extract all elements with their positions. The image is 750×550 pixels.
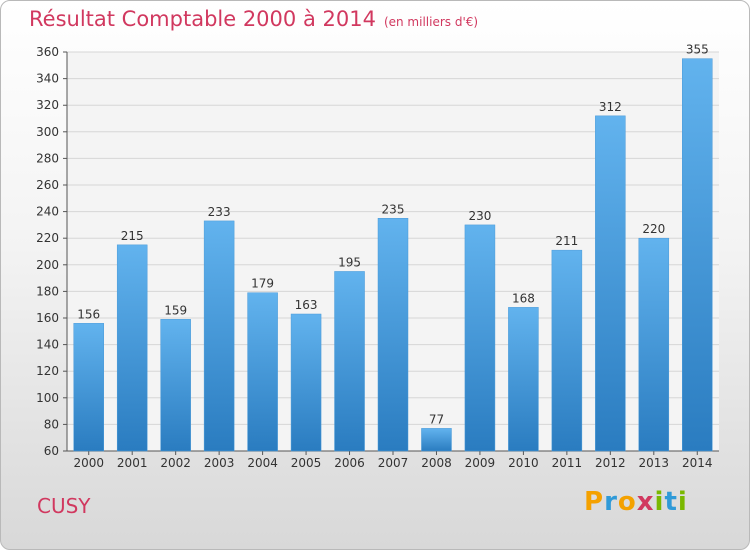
data-label-2001: 215 xyxy=(121,229,144,243)
y-tick-label: 260 xyxy=(36,178,59,192)
data-label-2006: 195 xyxy=(338,255,361,269)
x-tick-label-2012: 2012 xyxy=(595,456,626,470)
location-label: CUSY xyxy=(37,494,91,518)
y-tick-label: 60 xyxy=(44,444,59,458)
data-label-2013: 220 xyxy=(642,222,665,236)
bar-2014 xyxy=(682,58,713,452)
y-tick-label: 140 xyxy=(36,338,59,352)
label-layer: 156 2000 215 2001 159 2002 233 2003 179 2004 163 20… xyxy=(73,43,712,470)
y-tick-label: 280 xyxy=(36,151,59,165)
y-tick-label: 320 xyxy=(36,98,59,112)
x-tick-label-2006: 2006 xyxy=(334,456,365,470)
data-label-2009: 230 xyxy=(468,209,491,223)
x-tick-label-2009: 2009 xyxy=(465,456,496,470)
data-label-2003: 233 xyxy=(208,205,231,219)
x-tick-label-2011: 2011 xyxy=(552,456,583,470)
bar-2005 xyxy=(290,313,322,452)
chart-title-text: Résultat Comptable 2000 à 2014 xyxy=(29,7,376,31)
data-label-2011: 211 xyxy=(555,234,578,248)
logo-letter: i xyxy=(677,487,688,517)
data-label-2007: 235 xyxy=(382,202,405,216)
y-tick-label: 300 xyxy=(36,125,59,139)
bar-2006 xyxy=(334,271,365,452)
bar-2008 xyxy=(421,428,452,452)
x-tick-label-2008: 2008 xyxy=(421,456,452,470)
bar-2002 xyxy=(160,319,191,452)
bar-2007 xyxy=(377,218,409,452)
y-tick-label: 220 xyxy=(36,231,59,245)
bar-2000 xyxy=(73,323,104,452)
x-tick-label-2002: 2002 xyxy=(160,456,191,470)
data-label-2014: 355 xyxy=(686,43,709,57)
bar-layer xyxy=(73,58,713,452)
x-tick-label-2005: 2005 xyxy=(291,456,322,470)
y-tick-label: 200 xyxy=(36,258,59,272)
x-tick-label-2010: 2010 xyxy=(508,456,539,470)
y-tick-label: 240 xyxy=(36,205,59,219)
bar-2003 xyxy=(203,220,235,452)
bar-2010 xyxy=(508,307,539,452)
data-label-2002: 159 xyxy=(164,303,187,317)
chart-title: Résultat Comptable 2000 à 2014 (en millie… xyxy=(29,7,478,31)
y-tick-label: 160 xyxy=(36,311,59,325)
y-tick-label: 340 xyxy=(36,72,59,86)
data-label-2004: 179 xyxy=(251,277,274,291)
bar-2013 xyxy=(638,237,670,452)
x-tick-label-2004: 2004 xyxy=(247,456,278,470)
bar-2011 xyxy=(551,249,583,452)
logo-letter: x xyxy=(636,487,655,517)
y-tick-label: 360 xyxy=(36,45,59,59)
data-label-2005: 163 xyxy=(295,298,318,312)
logo-letter: P xyxy=(584,487,605,517)
y-tick-label: 120 xyxy=(36,364,59,378)
y-tick-label: 100 xyxy=(36,391,59,405)
x-tick-label-2001: 2001 xyxy=(117,456,148,470)
x-tick-label-2000: 2000 xyxy=(73,456,104,470)
bar-2012 xyxy=(595,115,626,452)
x-tick-label-2013: 2013 xyxy=(639,456,670,470)
data-label-2012: 312 xyxy=(599,100,622,114)
chart-subtitle: (en milliers d'€) xyxy=(383,15,479,29)
data-label-2010: 168 xyxy=(512,291,535,305)
proxiti-logo: Proxiti xyxy=(584,487,688,517)
logo-letter: o xyxy=(617,487,637,517)
y-tick-label: 180 xyxy=(36,284,59,298)
logo-letter: r xyxy=(604,487,618,517)
y-tick-label: 80 xyxy=(44,417,59,431)
data-label-2000: 156 xyxy=(77,307,100,321)
x-tick-label-2014: 2014 xyxy=(682,456,713,470)
bar-2004 xyxy=(247,292,278,452)
bar-2009 xyxy=(464,224,496,452)
bar-2001 xyxy=(116,244,148,452)
data-label-2008: 77 xyxy=(429,412,444,426)
logo-letter: t xyxy=(664,487,678,517)
x-tick-label-2003: 2003 xyxy=(204,456,235,470)
logo-letter: i xyxy=(654,487,665,517)
x-tick-label-2007: 2007 xyxy=(378,456,409,470)
